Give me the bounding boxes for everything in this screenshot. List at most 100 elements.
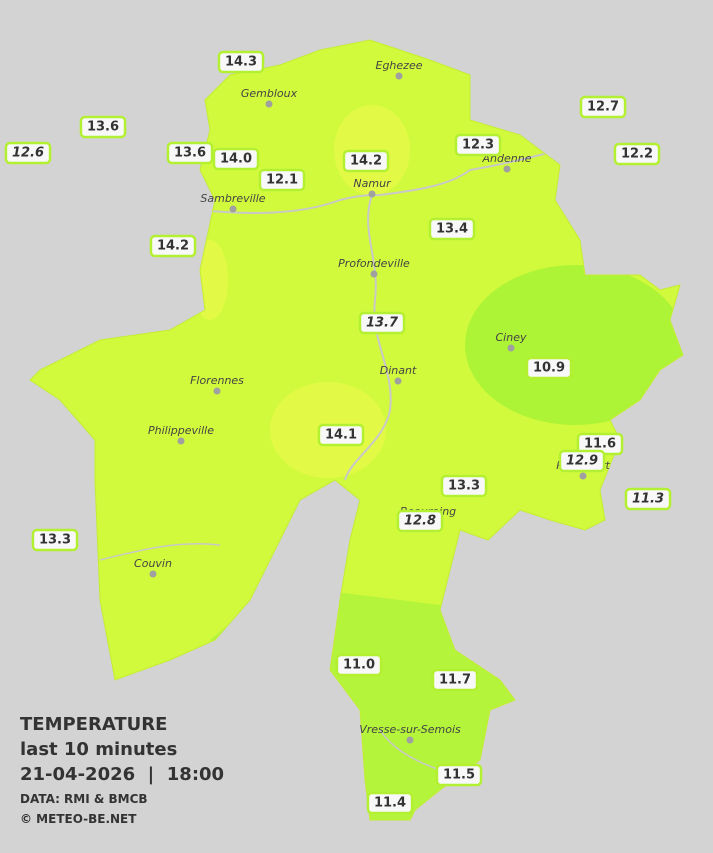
station-box bbox=[31, 528, 79, 552]
station-box bbox=[428, 217, 476, 241]
station-value: 12.7 bbox=[587, 100, 619, 115]
station-box bbox=[435, 763, 483, 787]
station-box bbox=[335, 653, 383, 677]
city-name: Sambreville bbox=[200, 192, 265, 205]
station-label: 12.6 bbox=[4, 141, 52, 165]
station-label: 13.7 bbox=[358, 311, 406, 335]
city-name: Couvin bbox=[134, 557, 172, 570]
station-label: 11.4 bbox=[366, 791, 414, 815]
station-label: 11.3 bbox=[624, 487, 672, 511]
city-name: Gembloux bbox=[241, 87, 298, 100]
city-name: Ciney bbox=[496, 331, 527, 344]
city-dot bbox=[507, 344, 515, 352]
city-dot bbox=[370, 270, 378, 278]
station-value: 11.0 bbox=[343, 658, 375, 673]
station-value: 13.6 bbox=[174, 146, 206, 161]
station-value: 12.3 bbox=[462, 138, 494, 153]
station-value: 12.2 bbox=[621, 147, 653, 162]
station-box bbox=[366, 791, 414, 815]
station-box bbox=[525, 356, 573, 380]
station-box bbox=[79, 115, 127, 139]
station-value: 14.3 bbox=[225, 55, 257, 70]
station-value: 12.9 bbox=[566, 454, 598, 469]
city-dot bbox=[213, 387, 221, 395]
caption-copyright: © METEO-BE.NET bbox=[20, 812, 137, 826]
station-box bbox=[4, 141, 52, 165]
city-name: Profondeville bbox=[338, 257, 410, 270]
city-dot bbox=[395, 72, 403, 80]
station-value: 10.9 bbox=[533, 361, 565, 376]
station-label: 12.8 bbox=[396, 509, 444, 533]
station-label: 14.3 bbox=[217, 50, 265, 74]
station-box bbox=[217, 50, 265, 74]
station-label: 11.7 bbox=[431, 668, 479, 692]
city-dot bbox=[229, 205, 237, 213]
station-label: 12.3 bbox=[454, 133, 502, 157]
city-name: Vresse-sur-Semois bbox=[359, 723, 461, 736]
station-value: 11.3 bbox=[632, 492, 664, 507]
city-dot bbox=[406, 736, 414, 744]
city-dot bbox=[368, 190, 376, 198]
station-label: 13.6 bbox=[79, 115, 127, 139]
station-value: 13.4 bbox=[436, 222, 468, 237]
station-box bbox=[440, 474, 488, 498]
station-value: 14.2 bbox=[350, 154, 382, 169]
city-dot bbox=[177, 437, 185, 445]
station-label: 11.5 bbox=[435, 763, 483, 787]
station-label: 13.3 bbox=[31, 528, 79, 552]
station-value: 12.1 bbox=[266, 173, 298, 188]
city-dot bbox=[149, 570, 157, 578]
caption-subtitle: last 10 minutes bbox=[20, 739, 177, 760]
station-label: 12.2 bbox=[613, 142, 661, 166]
station-label: 11.0 bbox=[335, 653, 383, 677]
station-value: 12.8 bbox=[404, 514, 436, 529]
station-label: 13.3 bbox=[440, 474, 488, 498]
station-value: 11.5 bbox=[443, 768, 475, 783]
station-box bbox=[342, 149, 390, 173]
station-label: 14.2 bbox=[342, 149, 390, 173]
station-label: 10.9 bbox=[525, 356, 573, 380]
station-box bbox=[558, 449, 606, 473]
station-box bbox=[358, 311, 406, 335]
city-name: Philippeville bbox=[148, 424, 214, 437]
caption-datetime: 21-04-2026 | 18:00 bbox=[20, 764, 224, 785]
station-box bbox=[454, 133, 502, 157]
station-label: 12.9 bbox=[558, 449, 606, 473]
station-value: 14.0 bbox=[220, 152, 252, 167]
station-label: 14.2 bbox=[149, 234, 197, 258]
station-box bbox=[149, 234, 197, 258]
station-value: 13.7 bbox=[366, 316, 399, 331]
station-label: 13.4 bbox=[428, 217, 476, 241]
city-dot bbox=[265, 100, 273, 108]
station-value: 13.3 bbox=[448, 479, 480, 494]
station-box bbox=[579, 95, 627, 119]
station-box bbox=[613, 142, 661, 166]
station-box bbox=[166, 141, 214, 165]
station-box bbox=[431, 668, 479, 692]
station-box bbox=[624, 487, 672, 511]
caption-title: TEMPERATURE bbox=[20, 714, 167, 735]
city-dot bbox=[579, 472, 587, 480]
station-box bbox=[212, 147, 260, 171]
city-name: Florennes bbox=[190, 374, 244, 387]
station-value: 13.6 bbox=[87, 120, 119, 135]
station-value: 13.3 bbox=[39, 533, 71, 548]
station-value: 12.6 bbox=[12, 146, 44, 161]
station-value: 11.4 bbox=[374, 796, 406, 811]
station-label: 14.1 bbox=[317, 423, 365, 447]
station-box bbox=[258, 168, 306, 192]
station-label: 12.1 bbox=[258, 168, 306, 192]
station-value: 11.6 bbox=[584, 437, 616, 452]
city-dot bbox=[394, 377, 402, 385]
station-label: 12.7 bbox=[579, 95, 627, 119]
city-name: Dinant bbox=[380, 364, 417, 377]
caption-source: DATA: RMI & BMCB bbox=[20, 792, 148, 806]
station-value: 14.1 bbox=[325, 428, 357, 443]
station-value: 14.2 bbox=[157, 239, 189, 254]
city-dot bbox=[503, 165, 511, 173]
station-box bbox=[396, 509, 444, 533]
station-box bbox=[317, 423, 365, 447]
city-name: Eghezee bbox=[376, 59, 423, 72]
station-label: 14.0 bbox=[212, 147, 260, 171]
